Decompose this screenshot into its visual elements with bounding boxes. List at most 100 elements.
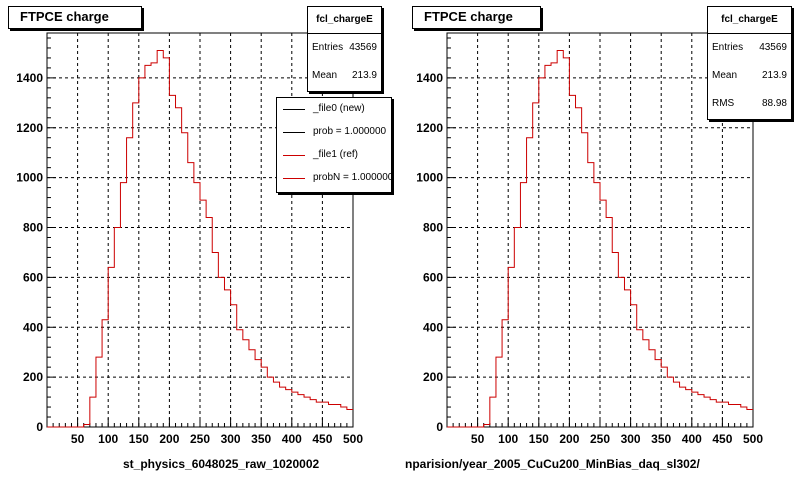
right-mean-label: Mean <box>712 70 738 81</box>
left-y-tick-label-0: 0 <box>36 420 43 434</box>
left-bin <box>90 397 96 427</box>
left-bin <box>194 183 200 427</box>
left-x-tick-label-250: 250 <box>190 432 210 446</box>
right-entries-value: 43569 <box>759 42 787 53</box>
right-y-tick-label-800: 800 <box>423 221 443 235</box>
right-stats-entries: Entries 43569 <box>708 34 791 62</box>
right-x-tick-label-50: 50 <box>471 432 485 446</box>
left-bin <box>231 305 237 427</box>
right-bin <box>533 103 539 427</box>
legend-entry-file1: _file1 (ref) <box>277 144 391 167</box>
legend-entry-prob: prob = 1.000000 <box>277 121 391 144</box>
left-bin <box>145 65 151 427</box>
left-bin <box>151 63 157 427</box>
right-bin <box>729 405 735 427</box>
right-x-tick-label-500: 500 <box>743 432 763 446</box>
right-bin <box>661 367 667 427</box>
right-bin <box>600 200 606 427</box>
right-bin <box>588 163 594 427</box>
left-y-tick-label-400: 400 <box>23 320 43 334</box>
right-bin <box>735 405 741 427</box>
right-bin <box>545 65 551 427</box>
left-canvas: 50 100 150 200 250 300 350 400 450 500 0 200 400 600 8… <box>8 6 392 471</box>
right-bin <box>649 350 655 427</box>
right-bin <box>576 108 582 427</box>
left-bin <box>218 277 224 427</box>
left-bin <box>341 407 347 427</box>
left-bin <box>298 395 304 427</box>
left-bin <box>329 405 335 427</box>
left-entries-label: Entries <box>312 42 344 53</box>
right-bin <box>643 340 649 427</box>
right-stats-mean: Mean 213.9 <box>708 62 791 90</box>
right-x-tick-label-400: 400 <box>682 432 702 446</box>
left-bin <box>237 330 243 427</box>
right-bin <box>539 78 545 427</box>
legend-swatch-prob <box>283 132 305 133</box>
left-bin <box>304 397 310 427</box>
left-bin <box>273 382 279 427</box>
left-mean-value: 213.9 <box>351 70 377 81</box>
left-stats-box: fcl_chargeE Entries 43569 Mean 213.9 <box>307 6 382 92</box>
left-bin <box>261 367 267 427</box>
left-bin <box>249 350 255 427</box>
legend-label-probn: probN = 1.000000 <box>313 172 392 183</box>
left-x-tick-label-450: 450 <box>312 432 332 446</box>
left-bin <box>292 392 298 427</box>
right-bin <box>496 357 502 427</box>
left-bin <box>280 387 286 427</box>
right-rms-label: RMS <box>712 98 735 109</box>
left-bin <box>96 357 102 427</box>
left-y-tick-label-1200: 1200 <box>16 121 43 135</box>
right-bin <box>673 382 679 427</box>
left-legend: _file0 (new) prob = 1.000000 _file1 (ref… <box>276 97 392 193</box>
left-x-tick-label-350: 350 <box>251 432 271 446</box>
left-x-tick-label-500: 500 <box>343 432 363 446</box>
right-bin <box>594 183 600 427</box>
left-histogram-line <box>47 49 353 428</box>
left-bin <box>322 402 328 427</box>
right-mean-value: 213.9 <box>761 70 787 81</box>
right-bin <box>514 228 520 427</box>
left-x-tick-label-50: 50 <box>71 432 85 446</box>
right-bin <box>692 392 698 427</box>
right-x-tick-label-250: 250 <box>590 432 610 446</box>
right-bin <box>686 390 692 427</box>
legend-swatch-file0 <box>283 109 305 110</box>
right-bin <box>557 50 563 427</box>
right-bin <box>618 277 624 427</box>
right-bin <box>716 402 722 427</box>
left-bin <box>200 200 206 427</box>
left-footer-label: st_physics_6048025_raw_1020002 <box>123 457 320 471</box>
right-bin <box>710 400 716 427</box>
left-bin <box>157 50 163 427</box>
left-bin <box>243 340 249 427</box>
left-bin <box>133 103 139 427</box>
right-bin <box>582 133 588 427</box>
right-stats-rms: RMS 88.98 <box>708 90 791 118</box>
left-bin <box>120 183 126 427</box>
legend-label-file1: _file1 (ref) <box>313 149 359 160</box>
left-bin <box>286 390 292 427</box>
right-bin <box>637 330 643 427</box>
left-bin <box>224 290 230 427</box>
left-bin <box>108 267 114 427</box>
right-stats-box: fcl_chargeE Entries 43569 Mean 213.9 RMS… <box>707 6 792 120</box>
right-y-tick-label-0: 0 <box>436 420 443 434</box>
left-bin <box>316 402 322 427</box>
right-bin <box>680 387 686 427</box>
right-footer-label: nparision/year_2005_CuCu200_MinBias_daq_… <box>405 457 700 471</box>
left-bin <box>212 252 218 427</box>
left-x-tick-label-200: 200 <box>159 432 179 446</box>
left-stats-mean: Mean 213.9 <box>308 62 381 90</box>
legend-entry-probn: probN = 1.000000 <box>277 167 391 190</box>
right-bin <box>741 407 747 427</box>
legend-label-prob: prob = 1.000000 <box>313 126 387 137</box>
left-bin <box>255 360 261 427</box>
left-bin <box>127 138 133 427</box>
right-x-tick-label-350: 350 <box>651 432 671 446</box>
left-mean-label: Mean <box>312 70 338 81</box>
left-bin <box>267 377 273 427</box>
right-bin <box>490 397 496 427</box>
right-y-tick-label-1400: 1400 <box>416 71 443 85</box>
